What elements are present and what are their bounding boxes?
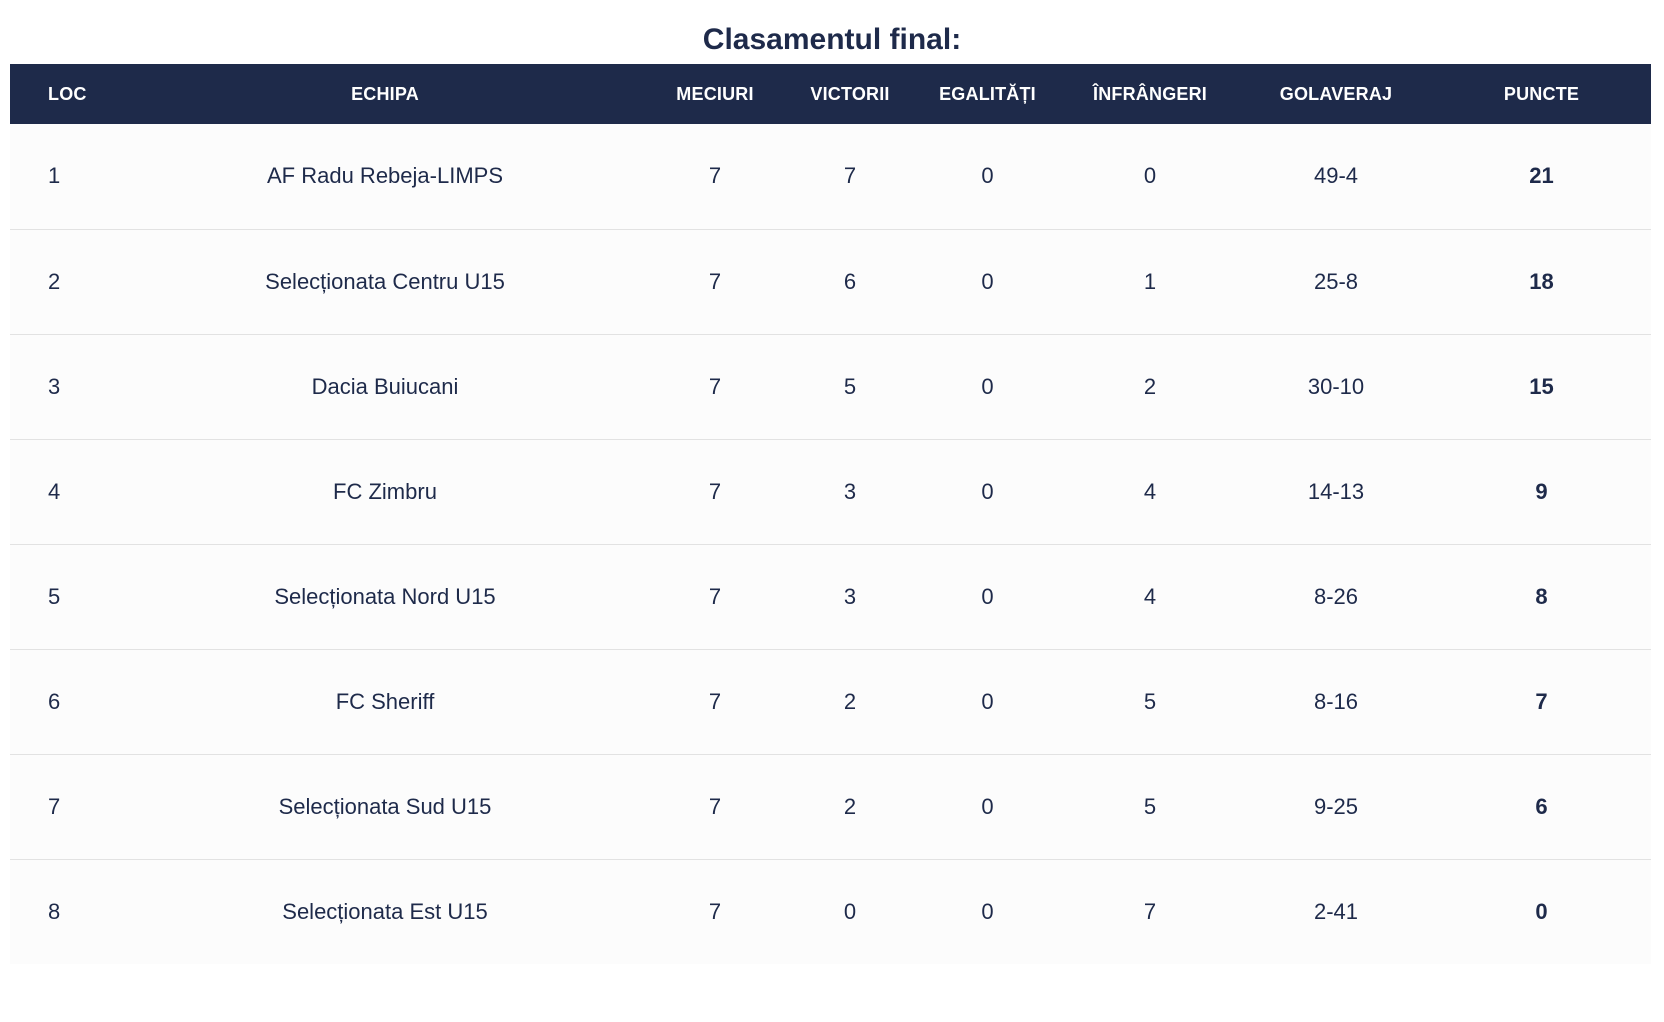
header-meciuri: MECIURI (676, 83, 754, 104)
cell-loc: 7 (48, 793, 61, 819)
table-row: 5 Selecționata Nord U15 7 3 0 4 8-26 8 (10, 544, 1651, 649)
cell-egalitati: 0 (981, 898, 994, 924)
table-row: 3 Dacia Buiucani 7 5 0 2 30-10 15 (10, 334, 1651, 439)
header-loc: LOC (48, 83, 87, 104)
cell-echipa: FC Zimbru (333, 478, 437, 504)
table-row: 1 AF Radu Rebeja-LIMPS 7 7 0 0 49-4 21 (10, 124, 1651, 229)
cell-infrangeri: 2 (1143, 373, 1157, 399)
cell-meciuri: 7 (708, 268, 722, 294)
cell-infrangeri: 5 (1143, 688, 1157, 714)
cell-egalitati: 0 (981, 163, 994, 189)
cell-meciuri: 7 (708, 373, 722, 399)
cell-puncte: 7 (1535, 688, 1548, 714)
cell-puncte: 18 (1529, 268, 1554, 294)
cell-egalitati: 0 (981, 373, 994, 399)
cell-meciuri: 7 (708, 793, 722, 819)
cell-meciuri: 7 (708, 163, 722, 189)
cell-loc: 4 (48, 478, 61, 504)
header-golaveraj: GOLAVERAJ (1279, 83, 1393, 104)
cell-egalitati: 0 (981, 688, 994, 714)
cell-infrangeri: 4 (1143, 478, 1157, 504)
cell-victorii: 5 (843, 373, 857, 399)
table-row: 4 FC Zimbru 7 3 0 4 14-13 9 (10, 439, 1651, 544)
cell-golaveraj: 2-41 (1313, 898, 1359, 924)
cell-puncte: 9 (1535, 478, 1548, 504)
header-victorii: VICTORII (810, 83, 890, 104)
cell-victorii: 0 (843, 898, 857, 924)
cell-loc: 1 (48, 163, 61, 189)
table-row: 8 Selecționata Est U15 7 0 0 7 2-41 0 (10, 859, 1651, 964)
cell-puncte: 15 (1529, 373, 1554, 399)
cell-infrangeri: 4 (1143, 583, 1157, 609)
cell-echipa: Selecționata Nord U15 (274, 583, 496, 609)
cell-golaveraj: 49-4 (1313, 163, 1359, 189)
header-infrangeri: ÎNFRÂNGERI (1093, 83, 1207, 104)
cell-victorii: 3 (843, 583, 857, 609)
cell-echipa: AF Radu Rebeja-LIMPS (267, 163, 503, 189)
table-row: 6 FC Sheriff 7 2 0 5 8-16 7 (10, 649, 1651, 754)
cell-golaveraj: 25-8 (1313, 268, 1359, 294)
table-body: 1 AF Radu Rebeja-LIMPS 7 7 0 0 49-4 21 2… (10, 124, 1651, 964)
cell-loc: 6 (48, 688, 61, 714)
cell-victorii: 2 (843, 793, 857, 819)
cell-infrangeri: 0 (1143, 163, 1157, 189)
header-puncte: PUNCTE (1503, 83, 1580, 104)
cell-egalitati: 0 (981, 478, 994, 504)
cell-golaveraj: 14-13 (1307, 478, 1365, 504)
cell-echipa: Dacia Buiucani (311, 373, 459, 399)
cell-golaveraj: 30-10 (1307, 373, 1365, 399)
cell-loc: 3 (48, 373, 61, 399)
cell-infrangeri: 5 (1143, 793, 1157, 819)
cell-egalitati: 0 (981, 583, 994, 609)
cell-egalitati: 0 (981, 268, 994, 294)
cell-loc: 2 (48, 268, 61, 294)
cell-echipa: Selecționata Est U15 (282, 898, 488, 924)
cell-infrangeri: 1 (1143, 268, 1157, 294)
cell-loc: 8 (48, 898, 61, 924)
cell-meciuri: 7 (708, 898, 722, 924)
header-row: LOC ECHIPA MECIURI VICTORII EGALITĂȚI ÎN… (10, 64, 1651, 124)
cell-echipa: Selecționata Sud U15 (278, 793, 492, 819)
cell-golaveraj: 8-26 (1313, 583, 1359, 609)
cell-meciuri: 7 (708, 478, 722, 504)
cell-meciuri: 7 (708, 583, 722, 609)
cell-victorii: 6 (843, 268, 857, 294)
cell-meciuri: 7 (708, 688, 722, 714)
cell-victorii: 7 (843, 163, 857, 189)
cell-golaveraj: 9-25 (1313, 793, 1359, 819)
table-row: 2 Selecționata Centru U15 7 6 0 1 25-8 1… (10, 229, 1651, 334)
standings-table: LOC ECHIPA MECIURI VICTORII EGALITĂȚI ÎN… (10, 64, 1651, 964)
cell-loc: 5 (48, 583, 61, 609)
page-title: Clasamentul final: (702, 23, 962, 56)
cell-echipa: FC Sheriff (335, 688, 435, 714)
header-echipa: ECHIPA (351, 83, 419, 104)
cell-golaveraj: 8-16 (1313, 688, 1359, 714)
cell-victorii: 2 (843, 688, 857, 714)
cell-egalitati: 0 (981, 793, 994, 819)
header-egalitati: EGALITĂȚI (939, 83, 1036, 104)
cell-puncte: 21 (1529, 163, 1554, 189)
table-row: 7 Selecționata Sud U15 7 2 0 5 9-25 6 (10, 754, 1651, 859)
cell-echipa: Selecționata Centru U15 (265, 268, 505, 294)
table-header: LOC ECHIPA MECIURI VICTORII EGALITĂȚI ÎN… (10, 64, 1651, 124)
cell-infrangeri: 7 (1143, 898, 1157, 924)
cell-victorii: 3 (843, 478, 857, 504)
cell-puncte: 8 (1535, 583, 1548, 609)
cell-puncte: 6 (1535, 793, 1548, 819)
cell-puncte: 0 (1535, 898, 1548, 924)
